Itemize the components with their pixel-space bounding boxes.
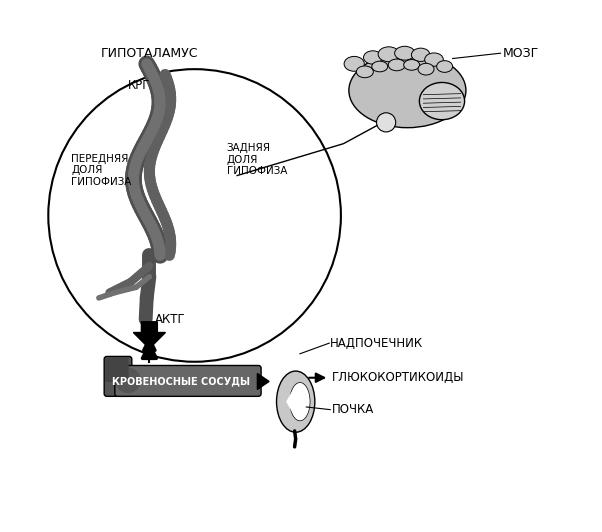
Text: ПОЧКА: ПОЧКА (332, 403, 374, 416)
Ellipse shape (395, 46, 415, 60)
Ellipse shape (372, 61, 388, 72)
Ellipse shape (356, 66, 373, 78)
Text: НАДПОЧЕЧНИК: НАДПОЧЕЧНИК (330, 337, 423, 350)
Ellipse shape (424, 53, 443, 66)
FancyBboxPatch shape (104, 356, 132, 396)
Text: ГЛЮКОКОРТИКОИДЫ: ГЛЮКОКОРТИКОИДЫ (332, 371, 464, 384)
FancyBboxPatch shape (115, 365, 261, 396)
FancyBboxPatch shape (105, 358, 129, 382)
Ellipse shape (349, 53, 466, 128)
Text: ПЕРЕДНЯЯ
ДОЛЯ
ГИПОФИЗА: ПЕРЕДНЯЯ ДОЛЯ ГИПОФИЗА (71, 154, 132, 187)
Ellipse shape (418, 63, 434, 75)
Ellipse shape (290, 383, 310, 421)
Text: МОЗГ: МОЗГ (503, 47, 539, 60)
Ellipse shape (344, 56, 364, 71)
Text: АКТГ: АКТГ (155, 313, 185, 326)
Text: ГИПОТАЛАМУС: ГИПОТАЛАМУС (101, 47, 198, 60)
Ellipse shape (364, 51, 382, 64)
Text: КРОВЕНОСНЫЕ СОСУДЫ: КРОВЕНОСНЫЕ СОСУДЫ (113, 377, 250, 386)
Polygon shape (134, 322, 166, 348)
Ellipse shape (388, 59, 405, 71)
Polygon shape (258, 373, 269, 389)
Ellipse shape (404, 60, 420, 70)
Ellipse shape (378, 47, 399, 62)
Circle shape (48, 69, 341, 362)
Ellipse shape (420, 82, 465, 120)
Ellipse shape (276, 371, 315, 432)
Circle shape (116, 368, 141, 393)
Circle shape (376, 113, 396, 132)
Text: ЗАДНЯЯ
ДОЛЯ
ГИПОФИЗА: ЗАДНЯЯ ДОЛЯ ГИПОФИЗА (226, 143, 287, 176)
Ellipse shape (436, 61, 453, 72)
Wedge shape (286, 392, 298, 412)
Text: КРГ: КРГ (128, 79, 150, 92)
Ellipse shape (411, 48, 430, 62)
